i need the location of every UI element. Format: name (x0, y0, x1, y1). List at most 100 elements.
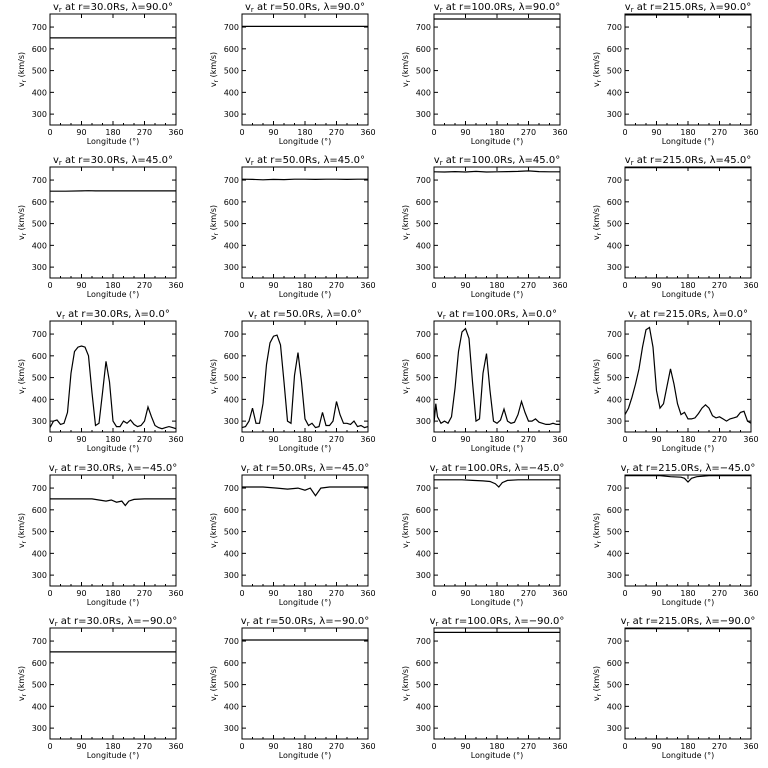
x-axis-label: Longitude (°) (279, 137, 332, 146)
x-tick-label: 270 (712, 281, 727, 290)
x-tick-label: 0 (431, 742, 436, 751)
x-tick-label: 0 (47, 281, 52, 290)
y-tick-label: 400 (416, 395, 431, 404)
y-tick-label: 500 (32, 681, 47, 690)
y-tick-label: 400 (607, 88, 622, 97)
y-tick-label: 300 (32, 110, 47, 119)
panel-2-0: vr at r=30.0Rs, λ=0.0° 0 90 180 270 360 300 400… (17, 309, 184, 453)
y-axis-label: vr (km/s) (17, 205, 28, 240)
x-tick-label: 90 (651, 281, 661, 290)
plot-frame (49, 474, 177, 587)
panel-1-1: vr at r=50.0Rs, λ=45.0° 0 90 180 270 360 300 40… (209, 155, 376, 299)
plot-frame (433, 474, 561, 587)
plot-frame (433, 13, 561, 126)
y-tick-label: 300 (416, 571, 431, 580)
x-tick-label: 360 (743, 281, 758, 290)
x-tick-label: 270 (329, 281, 344, 290)
y-tick-label: 600 (32, 45, 47, 54)
y-tick-label: 500 (32, 374, 47, 383)
y-tick-label: 500 (416, 681, 431, 690)
y-axis-label: vr (km/s) (401, 52, 412, 87)
x-tick-label: 270 (521, 742, 536, 751)
y-tick-label: 600 (607, 198, 622, 207)
x-tick-label: 90 (460, 128, 470, 137)
plot-frame (241, 627, 369, 740)
x-tick-label: 180 (105, 281, 120, 290)
panel-title: vr at r=30.0Rs, λ=45.0° (53, 155, 173, 167)
x-tick-label: 360 (360, 281, 375, 290)
series-line (49, 345, 177, 430)
y-tick-label: 500 (224, 681, 239, 690)
y-tick-label: 700 (32, 176, 47, 185)
y-tick-label: 300 (607, 263, 622, 272)
x-tick-label: 0 (239, 742, 244, 751)
x-axis-label: Longitude (°) (662, 290, 715, 299)
x-tick-label: 360 (743, 128, 758, 137)
x-axis-label: Longitude (°) (662, 598, 715, 607)
plot-frame (49, 166, 177, 279)
x-tick-label: 90 (460, 589, 470, 598)
series-line (625, 475, 751, 483)
y-axis-label: vr (km/s) (209, 513, 220, 548)
x-tick-label: 270 (329, 589, 344, 598)
panel-title: vr at r=215.0Rs, λ=90.0° (625, 2, 751, 14)
series-line (242, 486, 368, 497)
panel-0-3: vr at r=215.0Rs, λ=90.0° 0 90 180 270 360 300 4… (592, 2, 759, 146)
x-tick-label: 90 (460, 281, 470, 290)
x-tick-label: 90 (268, 281, 278, 290)
panel-2-2: vr at r=100.0Rs, λ=0.0° 0 90 180 270 360 300 40… (401, 309, 568, 453)
y-tick-label: 700 (224, 23, 239, 32)
y-tick-label: 500 (607, 528, 622, 537)
y-tick-label: 300 (607, 417, 622, 426)
y-axis-label: vr (km/s) (592, 666, 603, 701)
x-tick-label: 0 (47, 589, 52, 598)
y-tick-label: 300 (224, 417, 239, 426)
y-tick-label: 400 (416, 241, 431, 250)
panel-title: vr at r=100.0Rs, λ=90.0° (434, 2, 560, 14)
y-tick-label: 600 (416, 506, 431, 515)
y-tick-label: 700 (224, 330, 239, 339)
x-tick-label: 360 (743, 435, 758, 444)
x-tick-label: 90 (651, 128, 661, 137)
panel-0-0: vr at r=30.0Rs, λ=90.0° 0 90 180 270 360 300 40… (17, 2, 184, 146)
y-tick-label: 300 (416, 417, 431, 426)
y-tick-label: 300 (224, 110, 239, 119)
y-axis-label: vr (km/s) (209, 666, 220, 701)
panel-title: vr at r=50.0Rs, λ=−45.0° (241, 463, 369, 475)
x-tick-label: 360 (168, 589, 183, 598)
y-tick-label: 500 (607, 374, 622, 383)
y-tick-label: 500 (416, 528, 431, 537)
x-axis-label: Longitude (°) (87, 444, 140, 453)
x-tick-label: 180 (297, 589, 312, 598)
x-tick-label: 0 (47, 128, 52, 137)
y-tick-label: 300 (32, 571, 47, 580)
y-tick-label: 300 (224, 571, 239, 580)
x-tick-label: 0 (622, 128, 627, 137)
x-tick-label: 0 (239, 128, 244, 137)
x-tick-label: 0 (239, 435, 244, 444)
x-tick-label: 270 (521, 128, 536, 137)
x-tick-label: 270 (137, 742, 152, 751)
plot-frame (624, 474, 752, 587)
y-tick-label: 400 (224, 88, 239, 97)
x-tick-label: 270 (137, 281, 152, 290)
x-tick-label: 90 (268, 742, 278, 751)
y-tick-label: 500 (32, 220, 47, 229)
y-tick-label: 700 (416, 176, 431, 185)
y-tick-label: 400 (416, 549, 431, 558)
x-tick-label: 360 (360, 128, 375, 137)
panel-title: vr at r=50.0Rs, λ=0.0° (248, 309, 362, 321)
y-tick-label: 500 (607, 220, 622, 229)
x-tick-label: 90 (76, 128, 86, 137)
x-tick-label: 0 (239, 281, 244, 290)
x-tick-label: 180 (105, 435, 120, 444)
y-tick-label: 400 (224, 395, 239, 404)
x-tick-label: 180 (680, 281, 695, 290)
x-tick-label: 180 (489, 128, 504, 137)
y-tick-label: 700 (607, 330, 622, 339)
plot-frame (241, 166, 369, 279)
x-tick-label: 0 (622, 281, 627, 290)
y-tick-label: 600 (32, 659, 47, 668)
x-tick-label: 360 (743, 589, 758, 598)
x-tick-label: 360 (552, 742, 567, 751)
